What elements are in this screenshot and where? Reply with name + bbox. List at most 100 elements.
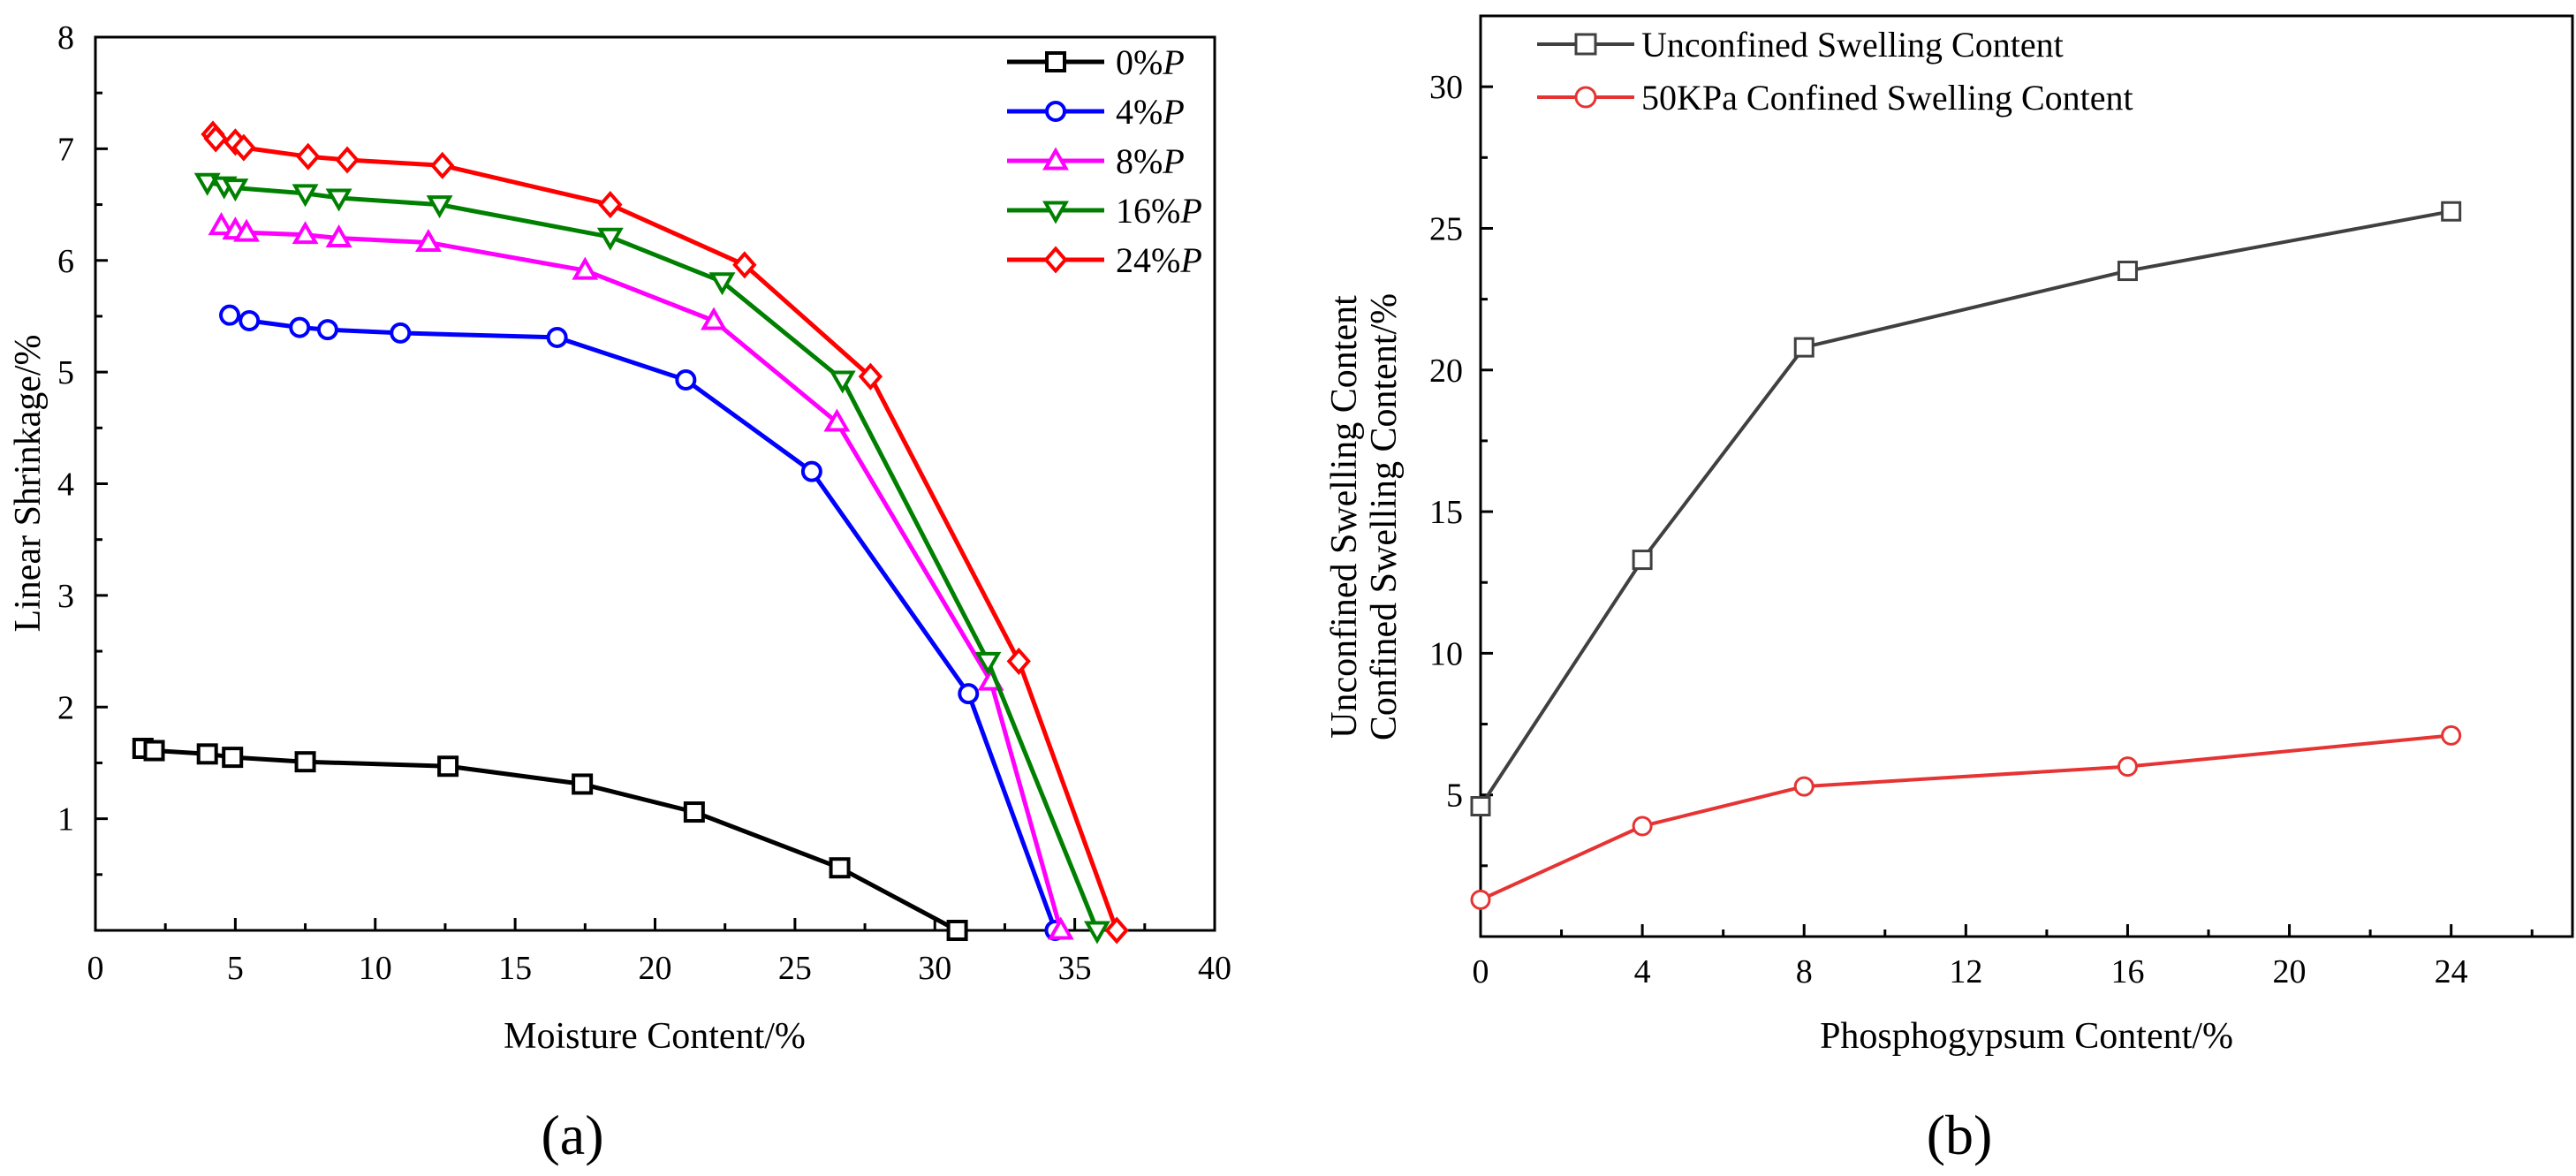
data-point (231, 133, 256, 162)
series-a-0 (132, 738, 968, 941)
data-point (596, 227, 624, 251)
data-point (1632, 550, 1653, 571)
data-point (546, 326, 568, 348)
x-tick-labels-a: 0 5 10 15 20 25 30 35 40 (87, 950, 1232, 987)
plot-frame-b (1479, 14, 2574, 938)
x-tick-label: 30 (918, 950, 951, 987)
legend-label: 50KPa Confined Swelling Content (1641, 78, 2133, 118)
legend-entry-b-1: 50KPa Confined Swelling Content (1537, 78, 2133, 118)
data-point (2441, 725, 2462, 746)
legend-marker (1045, 51, 1066, 72)
series-a-1 (219, 304, 1066, 941)
data-point (683, 801, 705, 823)
x-axis-title-a: Moisture Content/% (504, 1016, 806, 1057)
data-point (193, 172, 221, 196)
series-a-2 (208, 212, 1074, 940)
x-tick-label: 16 (2110, 953, 2144, 990)
data-point (437, 755, 459, 778)
data-point (325, 224, 352, 247)
data-point (675, 368, 697, 391)
legend-label: 4%P (1116, 92, 1185, 132)
legend-entry-a-2: 8%P (1007, 141, 1185, 181)
data-point (222, 747, 244, 769)
legend-a: 0%P 4%P 8%P 16%P 24%P (1007, 42, 1202, 280)
x-tick-label: 24 (2435, 953, 2468, 990)
x-tick-label: 40 (1198, 950, 1231, 987)
panel-label-a: (a) (541, 1104, 603, 1166)
series-b-1 (1470, 725, 2462, 910)
legend-marker (1042, 201, 1069, 224)
data-point (708, 272, 736, 296)
data-point (414, 229, 442, 253)
data-point (1084, 921, 1110, 945)
data-point (222, 178, 249, 202)
chart-panel-a: 0 5 10 15 20 25 30 35 40 1 2 3 4 5 6 7 8 0%P 4%P 8%P 16%P 2… (8, 19, 1231, 1166)
data-point (430, 151, 455, 179)
legend-marker (1574, 86, 1597, 109)
data-point (143, 740, 165, 762)
data-point (316, 319, 338, 341)
data-point (296, 142, 321, 171)
x-tick-label: 5 (227, 950, 244, 987)
series-a-3 (193, 172, 1110, 945)
y-tick-label: 6 (57, 243, 74, 280)
series-a-4 (201, 120, 1129, 945)
x-tick-label: 20 (639, 950, 672, 987)
tick-marks-b (1481, 14, 2534, 937)
data-point (219, 304, 241, 326)
y-tick-label: 15 (1429, 494, 1463, 531)
y-tick-label: 25 (1429, 210, 1463, 247)
data-point (732, 251, 757, 279)
data-point (1104, 916, 1129, 945)
y-tick-label: 7 (57, 131, 74, 168)
data-point (196, 743, 218, 765)
legend-label: 8%P (1116, 141, 1185, 181)
legend-entry-a-3: 16%P (1007, 191, 1202, 231)
data-point (239, 309, 261, 331)
data-point (823, 408, 851, 432)
data-point (701, 307, 727, 330)
x-tick-label: 15 (498, 950, 532, 987)
y-axis-title-b-line2: Confined Swelling Content/% (1364, 293, 1405, 740)
data-point (829, 370, 856, 394)
data-point (1793, 337, 1815, 358)
data-point (572, 256, 599, 280)
chart-panel-b: 0 4 8 12 16 20 24 5 10 15 20 25 30 Unconfined Swell… (1324, 14, 2574, 1166)
x-tick-label: 0 (87, 950, 104, 987)
data-point (390, 322, 412, 344)
legend-entry-a-0: 0%P (1007, 42, 1185, 82)
legend-b: Unconfined Swelling Content 50KPa Confine… (1537, 25, 2133, 118)
data-point (292, 184, 319, 208)
x-tick-label: 12 (1949, 953, 1982, 990)
y-axis-title-b-line1: Unconfined Swelling Content (1324, 295, 1365, 739)
data-point (974, 651, 1002, 675)
data-point (1470, 796, 1491, 817)
x-tick-label: 35 (1058, 950, 1092, 987)
data-point (1006, 647, 1031, 675)
data-point (335, 146, 360, 174)
series-group-b (1470, 201, 2462, 910)
legend-label: 16%P (1116, 191, 1202, 231)
data-point (2117, 756, 2138, 778)
legend-marker (1043, 246, 1068, 274)
legend-entry-b-0: Unconfined Swelling Content (1537, 25, 2064, 64)
legend-entry-a-1: 4%P (1007, 92, 1185, 132)
data-point (946, 920, 968, 941)
data-point (1793, 776, 1815, 797)
data-point (294, 751, 316, 773)
data-point (829, 857, 851, 879)
series-line (210, 133, 1119, 931)
y-tick-label: 4 (57, 467, 74, 504)
y-tick-label: 1 (57, 801, 74, 838)
y-tick-label: 8 (57, 19, 74, 57)
data-point (208, 212, 235, 236)
x-tick-label: 4 (1634, 953, 1651, 990)
data-point (572, 773, 594, 795)
x-tick-label: 20 (2273, 953, 2307, 990)
y-tick-label: 5 (57, 354, 74, 391)
data-point (292, 221, 319, 245)
legend-label: 24%P (1116, 240, 1202, 280)
y-tick-labels-b: 5 10 15 20 25 30 (1429, 69, 1463, 815)
data-point (598, 191, 623, 219)
